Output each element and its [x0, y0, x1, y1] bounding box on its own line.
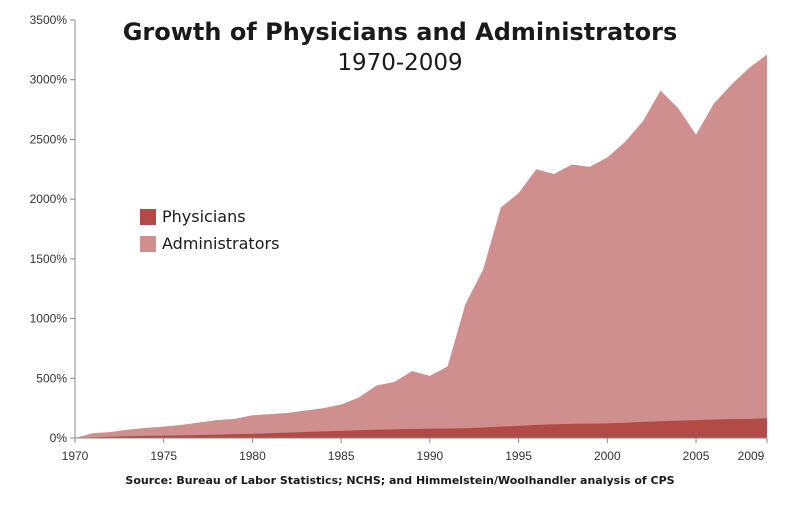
chart-title: Growth of Physicians and Administrators — [122, 18, 678, 46]
x-tick-label: 2000 — [594, 449, 621, 463]
plot-areas — [75, 54, 767, 438]
legend-item-administrators: Administrators — [140, 230, 279, 257]
y-tick-label: 1500% — [30, 252, 68, 266]
x-tick-label: 1985 — [328, 449, 355, 463]
y-tick-label: 0% — [50, 431, 68, 445]
y-tick-label: 3500% — [30, 13, 68, 27]
x-tick-label: 1975 — [150, 449, 177, 463]
x-tick-label: 1980 — [239, 449, 266, 463]
y-tick-label: 2500% — [30, 132, 68, 146]
x-tick-label: 1970 — [62, 449, 89, 463]
legend-swatch-administrators — [140, 235, 156, 252]
area-physicians — [75, 418, 767, 438]
y-axis-ticks: 0% 500% 1000% 1500% 2000% 2500% 3000% 3500% — [30, 13, 75, 445]
source-note: Source: Bureau of Labor Statistics; NCHS… — [125, 474, 675, 487]
legend-label-administrators: Administrators — [162, 234, 280, 253]
y-tick-label: 2000% — [30, 192, 68, 206]
area-administrators — [75, 54, 767, 438]
legend-swatch-physicians — [140, 208, 156, 225]
y-tick-label: 500% — [36, 371, 67, 385]
chart-legend: Physicians Administrators — [140, 203, 279, 257]
y-tick-label: 3000% — [30, 73, 68, 87]
chart-subtitle: 1970-2009 — [337, 50, 463, 76]
x-tick-label: 2009 — [738, 449, 765, 463]
legend-item-physicians: Physicians — [140, 203, 279, 230]
y-tick-label: 1000% — [30, 312, 68, 326]
legend-label-physicians: Physicians — [162, 207, 246, 226]
x-tick-label: 2005 — [683, 449, 710, 463]
x-tick-label: 1990 — [417, 449, 444, 463]
x-axis-ticks: 1970 1975 1980 1985 1990 1995 2000 2005 2009 — [62, 438, 768, 463]
x-tick-label: 1995 — [505, 449, 532, 463]
